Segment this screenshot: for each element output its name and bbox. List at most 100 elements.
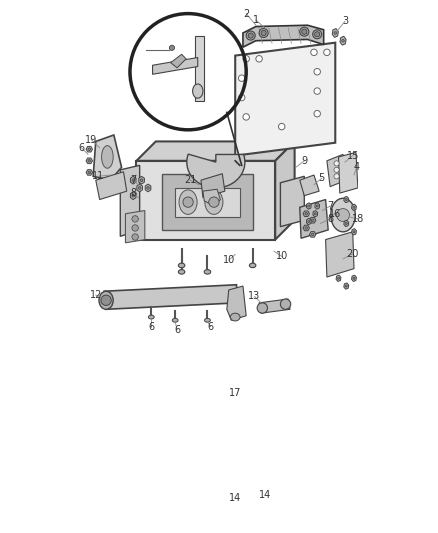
- Polygon shape: [352, 275, 357, 281]
- Ellipse shape: [230, 313, 240, 321]
- Ellipse shape: [331, 198, 355, 232]
- Polygon shape: [344, 196, 349, 203]
- Polygon shape: [315, 203, 320, 209]
- Polygon shape: [96, 172, 127, 199]
- Circle shape: [314, 88, 321, 94]
- Circle shape: [246, 31, 255, 40]
- Circle shape: [334, 167, 339, 173]
- Circle shape: [353, 231, 355, 233]
- Polygon shape: [339, 152, 358, 193]
- Circle shape: [132, 225, 138, 231]
- Polygon shape: [336, 275, 341, 281]
- Circle shape: [311, 219, 314, 222]
- Circle shape: [345, 222, 347, 224]
- Ellipse shape: [179, 190, 197, 214]
- Circle shape: [305, 227, 307, 229]
- Polygon shape: [332, 29, 339, 37]
- Circle shape: [170, 45, 174, 51]
- Text: 8: 8: [327, 214, 333, 224]
- Circle shape: [337, 277, 339, 279]
- Polygon shape: [137, 184, 142, 192]
- Circle shape: [316, 205, 318, 207]
- Polygon shape: [86, 147, 92, 152]
- Circle shape: [308, 205, 310, 207]
- Polygon shape: [310, 217, 316, 223]
- Text: 6: 6: [174, 325, 180, 335]
- Circle shape: [209, 197, 219, 207]
- Circle shape: [280, 299, 291, 309]
- Text: 14: 14: [259, 490, 272, 499]
- Polygon shape: [307, 203, 311, 209]
- Polygon shape: [310, 232, 316, 237]
- Text: 19: 19: [85, 134, 97, 144]
- Circle shape: [256, 55, 262, 62]
- Ellipse shape: [205, 318, 210, 322]
- Circle shape: [324, 49, 330, 55]
- Ellipse shape: [99, 291, 113, 309]
- Circle shape: [314, 31, 320, 37]
- Polygon shape: [171, 54, 186, 68]
- Polygon shape: [86, 169, 92, 175]
- Circle shape: [132, 195, 134, 197]
- Circle shape: [313, 30, 322, 39]
- Circle shape: [183, 197, 193, 207]
- Polygon shape: [243, 25, 324, 47]
- Circle shape: [132, 234, 138, 240]
- Polygon shape: [125, 211, 145, 243]
- Text: 14: 14: [229, 493, 241, 503]
- Circle shape: [101, 295, 111, 305]
- Text: 6: 6: [208, 322, 214, 332]
- Polygon shape: [300, 199, 328, 238]
- Polygon shape: [227, 286, 246, 320]
- Ellipse shape: [148, 315, 154, 319]
- Text: 7: 7: [130, 175, 136, 185]
- Text: 15: 15: [346, 151, 359, 160]
- Circle shape: [279, 123, 285, 130]
- Text: 5: 5: [318, 173, 325, 183]
- Polygon shape: [131, 176, 136, 184]
- Ellipse shape: [178, 263, 185, 268]
- Polygon shape: [307, 219, 311, 225]
- Circle shape: [314, 213, 316, 215]
- Circle shape: [305, 213, 307, 215]
- Text: 6: 6: [148, 322, 154, 332]
- Text: 13: 13: [248, 292, 261, 301]
- Text: 4: 4: [353, 162, 360, 172]
- Ellipse shape: [102, 146, 113, 168]
- Circle shape: [132, 179, 134, 181]
- Text: 17: 17: [229, 388, 241, 398]
- Circle shape: [147, 187, 149, 189]
- Circle shape: [300, 27, 309, 36]
- Ellipse shape: [205, 190, 223, 214]
- Ellipse shape: [178, 270, 185, 274]
- Ellipse shape: [204, 270, 211, 274]
- Text: 1: 1: [253, 15, 259, 25]
- Polygon shape: [175, 188, 240, 217]
- Circle shape: [88, 171, 91, 174]
- Polygon shape: [235, 43, 335, 156]
- Circle shape: [302, 29, 307, 34]
- Circle shape: [138, 187, 141, 189]
- Text: 2: 2: [243, 9, 249, 19]
- Text: 6: 6: [78, 143, 85, 153]
- Polygon shape: [280, 176, 304, 227]
- Text: 20: 20: [346, 249, 359, 259]
- Circle shape: [334, 161, 339, 166]
- Polygon shape: [203, 189, 220, 206]
- Polygon shape: [300, 175, 319, 196]
- Circle shape: [243, 114, 249, 120]
- Text: 8: 8: [130, 188, 136, 198]
- Text: 11: 11: [92, 171, 104, 181]
- Text: 18: 18: [352, 214, 364, 224]
- Polygon shape: [275, 141, 295, 239]
- Polygon shape: [162, 174, 253, 230]
- Circle shape: [311, 233, 314, 236]
- Text: 3: 3: [342, 17, 348, 26]
- Circle shape: [140, 179, 143, 181]
- Polygon shape: [139, 176, 145, 184]
- Polygon shape: [340, 36, 346, 45]
- Polygon shape: [131, 192, 136, 199]
- Polygon shape: [327, 155, 346, 187]
- Circle shape: [336, 208, 350, 222]
- Circle shape: [308, 221, 310, 223]
